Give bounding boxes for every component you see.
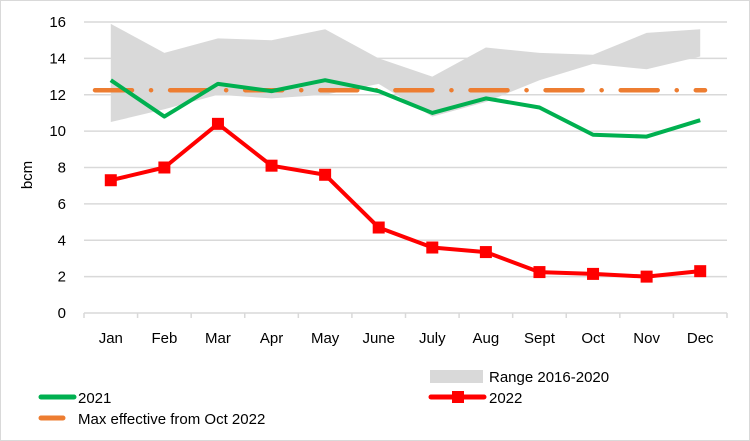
x-tick-label: Jan: [99, 330, 123, 347]
data-point-marker: [372, 221, 385, 234]
data-point-marker: [587, 267, 600, 280]
data-point-marker: [319, 168, 332, 181]
data-point-marker: [533, 266, 546, 279]
data-point-marker: [479, 246, 492, 259]
y-axis-ticks: 0 2 4 6 8 10 12 14 16: [49, 14, 66, 322]
y-tick-label: 0: [58, 305, 66, 322]
y-axis-label: bcm: [19, 161, 36, 189]
y-tick-label: 4: [58, 232, 66, 249]
legend-range-label: Range 2016-2020: [489, 369, 609, 386]
series-line-2022: [110, 121, 701, 279]
series-line-2021: [109, 78, 701, 139]
x-tick-label: Nov: [633, 330, 660, 347]
series-lines: [92, 78, 708, 283]
y-tick-label: 6: [58, 196, 66, 213]
legend-item-max-effective[interactable]: Max effective from Oct 2022: [38, 411, 265, 428]
legend: Range 2016-2020 2021 2022 Max effective …: [38, 369, 609, 428]
y-tick-label: 12: [49, 87, 66, 104]
data-point-marker: [158, 161, 171, 174]
x-tick-label: June: [362, 330, 395, 347]
y-tick-label: 16: [49, 14, 66, 31]
data-point-marker: [426, 241, 439, 254]
x-tick-label: Apr: [260, 330, 283, 347]
legend-item-2022[interactable]: 2022: [428, 390, 522, 407]
legend-range-swatch: [430, 370, 483, 383]
y-tick-label: 14: [49, 50, 66, 67]
y-tick-label: 8: [58, 160, 66, 177]
data-point-marker: [640, 270, 653, 283]
x-tick-label: July: [419, 330, 446, 347]
range-band-area: [110, 23, 701, 123]
x-tick-label: Dec: [687, 330, 714, 347]
x-tick-label: Sept: [524, 330, 556, 347]
x-axis-ticks: Jan Feb Mar Apr May June July Aug Sept Oct Nov Dec: [99, 330, 714, 347]
y-tick-label: 10: [49, 123, 66, 140]
data-point-marker: [211, 117, 224, 130]
data-point-marker: [694, 265, 707, 278]
data-point-marker: [104, 174, 117, 187]
x-tick-label: Oct: [581, 330, 605, 347]
data-point-marker: [265, 159, 278, 172]
legend-item-range[interactable]: Range 2016-2020: [430, 369, 609, 386]
x-axis: [83, 312, 728, 318]
x-tick-label: Aug: [473, 330, 500, 347]
y-tick-label: 2: [58, 269, 66, 286]
legend-item-2021[interactable]: 2021: [38, 390, 111, 407]
legend-2021-label: 2021: [78, 390, 111, 407]
range-band: [110, 23, 701, 123]
x-tick-label: Mar: [205, 330, 231, 347]
x-tick-label: May: [311, 330, 340, 347]
legend-2022-marker: [452, 391, 464, 403]
legend-max-effective-label: Max effective from Oct 2022: [78, 411, 265, 428]
x-tick-label: Feb: [151, 330, 177, 347]
legend-2022-label: 2022: [489, 390, 522, 407]
